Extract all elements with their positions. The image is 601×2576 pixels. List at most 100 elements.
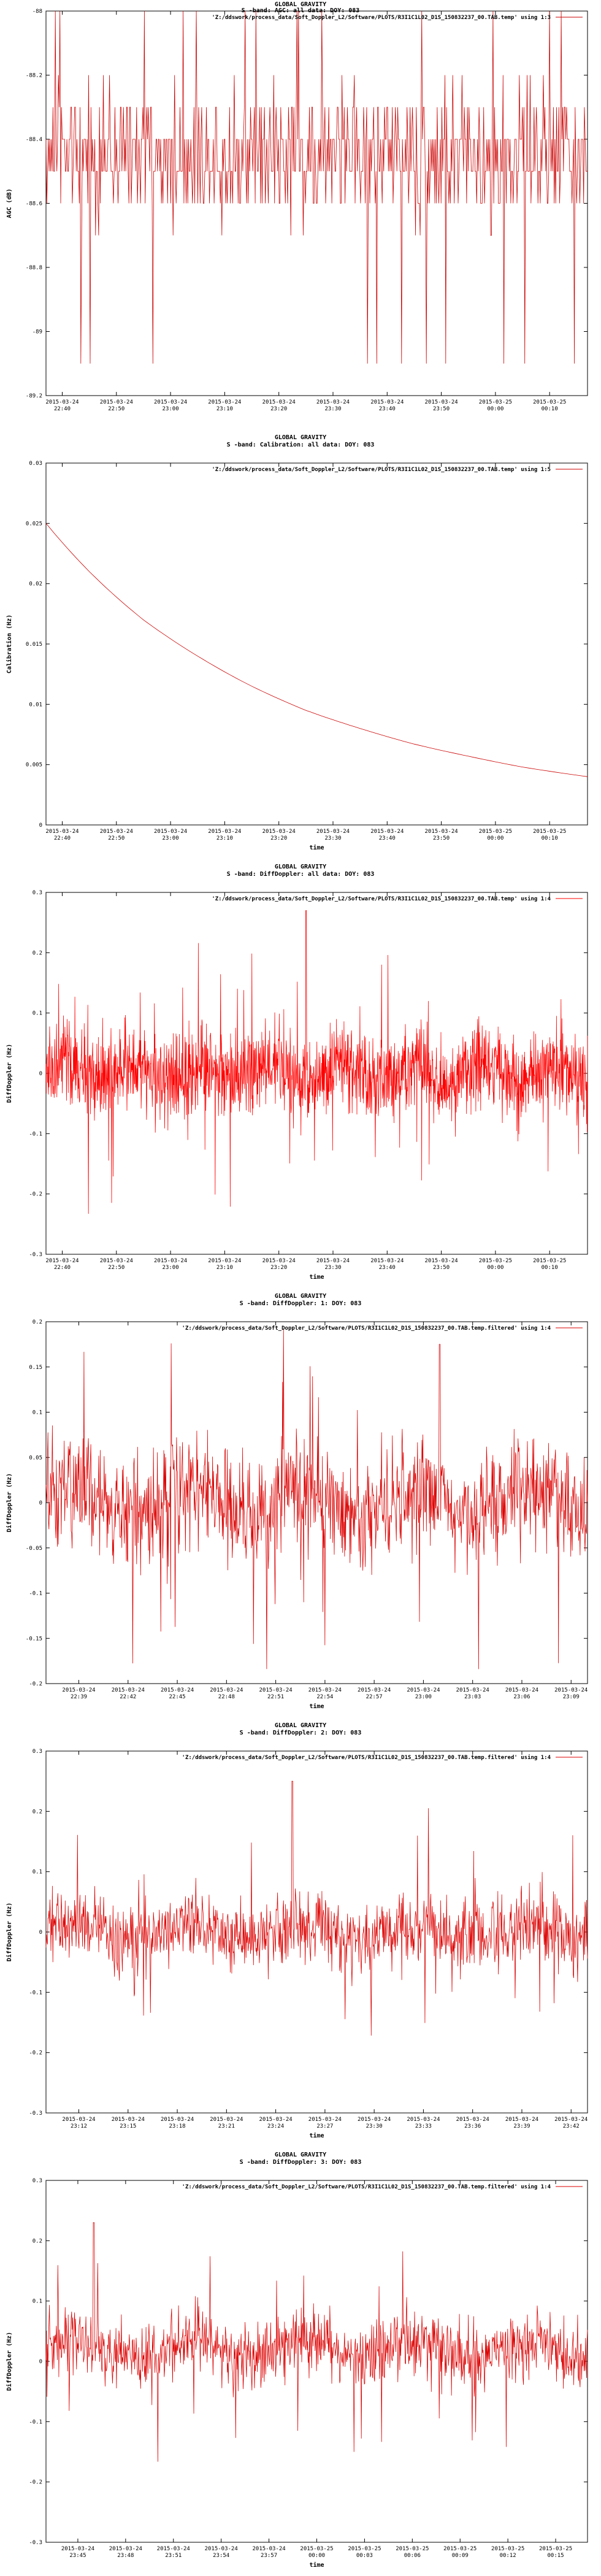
x-tick-time: 23:10: [216, 835, 233, 841]
x-tick-date: 2015-03-24: [154, 399, 187, 405]
y-tick-label: 0.05: [29, 1455, 42, 1461]
x-axis-label: time: [309, 844, 324, 851]
x-tick-date: 2015-03-24: [259, 1687, 293, 1693]
x-tick-time: 23:40: [379, 835, 396, 841]
y-tick-label: -88: [33, 9, 42, 15]
x-tick-date: 2015-03-24: [370, 829, 404, 835]
x-tick-time: 22:42: [120, 1694, 136, 1700]
x-tick-time: 23:21: [218, 2123, 235, 2129]
x-tick-date: 2015-03-24: [308, 1687, 342, 1693]
legend-label: 'Z:/ddswork/process_data/Soft_Doppler_L2…: [212, 466, 551, 473]
x-tick-time: 00:12: [500, 2553, 516, 2559]
x-tick-date: 2015-03-25: [396, 2546, 429, 2552]
series-line: [45, 10, 588, 364]
chart-subtitle: S -band: Calibration: all data: DOY: 083: [227, 441, 375, 448]
x-tick-date: 2015-03-24: [424, 399, 457, 405]
y-axis-label: DiffDoppler (Hz): [6, 2332, 13, 2391]
y-tick-label: -0.1: [29, 1591, 42, 1597]
x-tick-time: 23:30: [366, 2123, 383, 2129]
y-tick-label: 0.3: [33, 1749, 42, 1755]
x-tick-time: 23:30: [324, 835, 341, 841]
x-tick-time: 00:06: [404, 2553, 421, 2559]
x-tick-time: 00:15: [548, 2553, 564, 2559]
x-tick-date: 2015-03-25: [539, 2546, 572, 2552]
x-tick-time: 00:09: [452, 2553, 469, 2559]
x-tick-date: 2015-03-24: [370, 399, 404, 405]
y-tick-label: 0.1: [33, 1869, 42, 1876]
x-tick-date: 2015-03-24: [259, 2117, 293, 2123]
y-tick-label: -89: [33, 329, 42, 335]
x-tick-time: 22:50: [108, 835, 124, 841]
y-tick-label: 0.015: [26, 642, 42, 648]
legend-label: 'Z:/ddswork/process_data/Soft_Doppler_L2…: [182, 1325, 551, 1332]
y-tick-label: 0: [39, 1500, 42, 1506]
y-tick-label: 0.01: [29, 702, 42, 708]
x-tick-date: 2015-03-25: [491, 2546, 524, 2552]
x-tick-date: 2015-03-25: [479, 399, 512, 405]
series-line: [45, 910, 588, 1214]
x-tick-date: 2015-03-24: [100, 829, 133, 835]
x-tick-date: 2015-03-24: [316, 829, 350, 835]
x-tick-date: 2015-03-24: [208, 399, 241, 405]
x-tick-time: 23:51: [165, 2553, 182, 2559]
legend-label: 'Z:/ddswork/process_data/Soft_Doppler_L2…: [212, 895, 551, 902]
x-axis-label: time: [309, 2132, 324, 2139]
x-tick-date: 2015-03-24: [161, 1687, 194, 1693]
x-tick-date: 2015-03-24: [308, 2117, 342, 2123]
x-tick-time: 23:42: [563, 2123, 580, 2129]
x-tick-date: 2015-03-24: [210, 2117, 243, 2123]
x-tick-time: 00:10: [542, 406, 558, 412]
y-tick-label: -89.2: [26, 393, 42, 399]
x-tick-date: 2015-03-24: [62, 2117, 95, 2123]
x-tick-date: 2015-03-24: [456, 2117, 489, 2123]
x-tick-time: 23:00: [163, 406, 179, 412]
x-tick-date: 2015-03-24: [109, 2546, 142, 2552]
x-tick-time: 00:00: [308, 2553, 325, 2559]
x-tick-time: 23:48: [117, 2553, 134, 2559]
x-tick-time: 23:20: [270, 835, 287, 841]
x-tick-date: 2015-03-24: [252, 2546, 285, 2552]
y-tick-label: 0.2: [33, 1809, 42, 1815]
x-tick-time: 22:40: [54, 835, 71, 841]
legend-label: 'Z:/ddswork/process_data/Soft_Doppler_L2…: [182, 2183, 551, 2190]
series-line: [45, 523, 588, 777]
x-tick-date: 2015-03-24: [210, 1687, 243, 1693]
x-tick-date: 2015-03-24: [262, 399, 296, 405]
x-tick-time: 23:06: [513, 1694, 530, 1700]
y-tick-label: -0.1: [29, 1131, 42, 1137]
x-tick-time: 00:00: [487, 835, 503, 841]
y-tick-label: -0.05: [26, 1546, 42, 1552]
y-tick-label: -88.8: [26, 265, 42, 271]
y-tick-label: 0.025: [26, 521, 42, 527]
x-tick-time: 22:45: [169, 1694, 186, 1700]
y-tick-label: 0.1: [33, 2299, 42, 2305]
y-tick-label: -0.15: [26, 1636, 42, 1642]
x-tick-time: 23:50: [433, 835, 450, 841]
x-tick-time: 23:20: [270, 1265, 287, 1271]
x-tick-time: 23:57: [261, 2553, 277, 2559]
x-tick-date: 2015-03-25: [533, 399, 566, 405]
x-tick-time: 23:10: [216, 406, 233, 412]
x-tick-time: 23:20: [270, 406, 287, 412]
chart-title: GLOBAL GRAVITY: [275, 1293, 326, 1300]
y-tick-label: -0.3: [29, 2540, 42, 2546]
x-tick-date: 2015-03-24: [370, 1258, 404, 1264]
x-tick-date: 2015-03-24: [61, 2546, 94, 2552]
y-tick-label: -0.3: [29, 1252, 42, 1258]
y-tick-label: 0.03: [29, 461, 42, 467]
x-tick-time: 23:39: [513, 2123, 530, 2129]
y-tick-label: -0.1: [29, 2419, 42, 2425]
chart-subtitle: S -band: DiffDoppler: 1: DOY: 083: [240, 1300, 362, 1307]
y-axis-label: AGC (dB): [6, 188, 13, 218]
x-tick-date: 2015-03-24: [505, 1687, 538, 1693]
series-line: [45, 1781, 588, 2036]
y-tick-label: 0.15: [29, 1365, 42, 1371]
y-tick-label: 0: [39, 1071, 42, 1077]
y-tick-label: -0.2: [29, 2480, 42, 2486]
x-tick-time: 22:48: [218, 1694, 235, 1700]
x-tick-date: 2015-03-24: [554, 1687, 588, 1693]
x-tick-time: 00:00: [487, 1265, 503, 1271]
y-tick-label: 0.005: [26, 762, 42, 769]
